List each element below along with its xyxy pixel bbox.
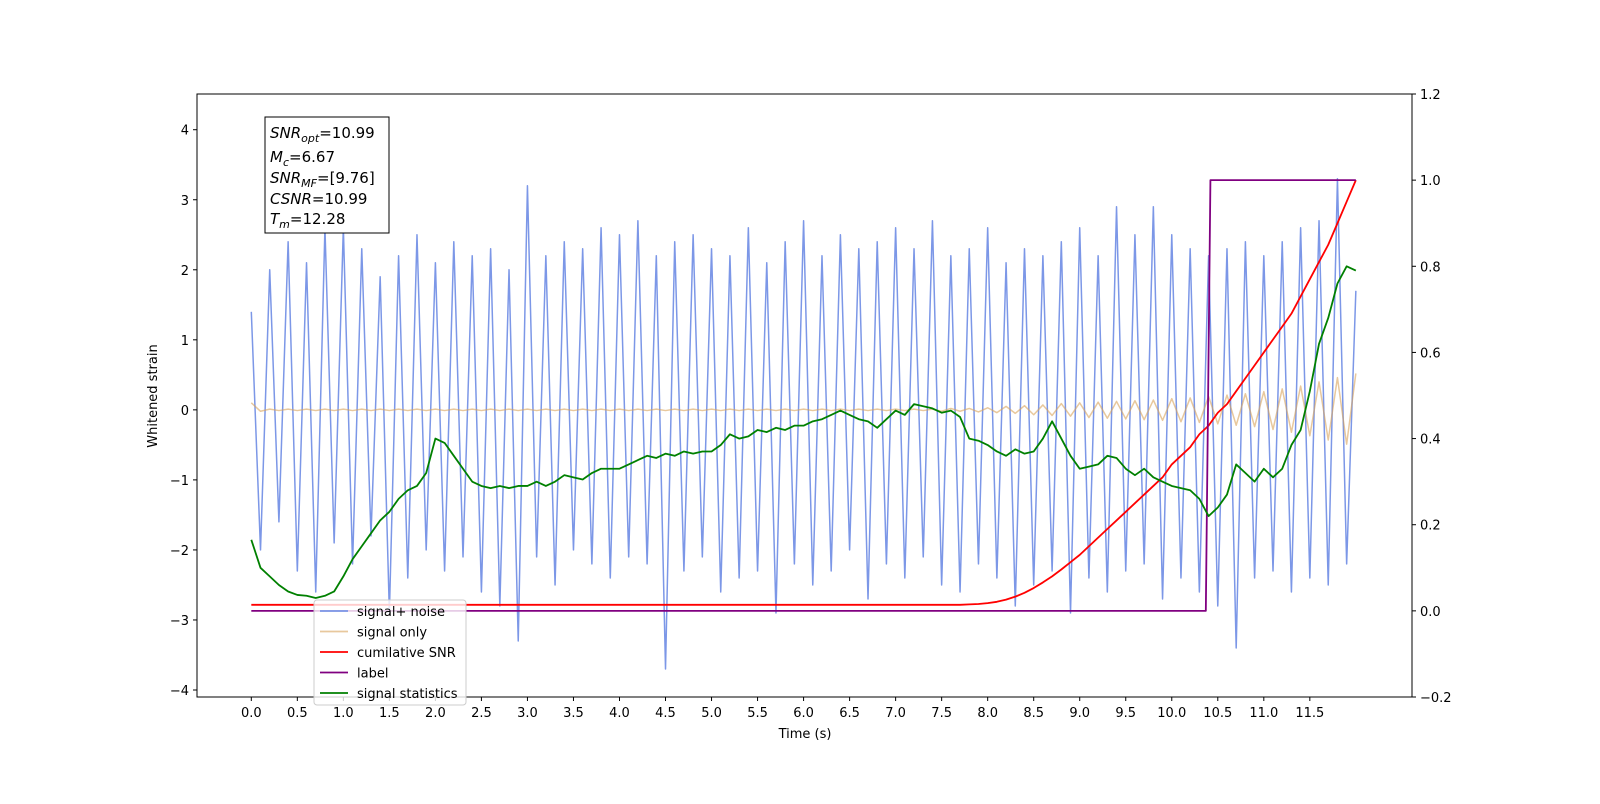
annotation-text: =10.99	[312, 190, 368, 208]
annotation-box	[264, 116, 390, 234]
x-tick-label: 7.5	[931, 706, 952, 721]
x-tick-label: 0.5	[287, 706, 308, 721]
x-tick-label: 5.0	[701, 706, 722, 721]
y2-tick-label: 0.4	[1420, 433, 1441, 448]
legend-label: signal only	[357, 626, 427, 641]
y2-tick-label: 1.0	[1420, 174, 1441, 189]
x-tick-label: 6.0	[793, 706, 814, 721]
y-tick-label: −4	[170, 684, 189, 699]
annotation-text: =[9.76]	[317, 169, 375, 187]
x-tick-label: 8.5	[1023, 706, 1044, 721]
legend-box	[313, 599, 467, 706]
x-tick-label: 8.0	[977, 706, 998, 721]
annotation-line: Mc=6.67	[270, 148, 335, 169]
x-tick-label: 4.5	[655, 706, 676, 721]
legend-label: cumilative SNR	[357, 646, 456, 661]
x-tick-label: 3.5	[563, 706, 584, 721]
y2-tick-label: 0.8	[1420, 260, 1441, 275]
annotation-sub: c	[283, 156, 289, 169]
x-tick-label: 6.5	[839, 706, 860, 721]
y-tick-label: −1	[170, 474, 189, 489]
annotation-sub: opt	[301, 132, 320, 145]
x-tick-label: 11.0	[1249, 706, 1278, 721]
x-tick-label: 2.0	[425, 706, 446, 721]
series-line	[250, 265, 1357, 599]
y2-tick-label: −0.2	[1420, 691, 1452, 706]
y2-tick-label: 0.6	[1420, 346, 1441, 361]
series-line	[250, 177, 1357, 670]
annotation-text: =12.28	[290, 210, 346, 228]
y-tick-label: 2	[181, 264, 189, 279]
annotation-base: CSNR	[270, 190, 312, 208]
annotation-text: =6.67	[289, 148, 335, 166]
x-tick-label: 10.0	[1157, 706, 1186, 721]
legend-label: signal statistics	[357, 687, 458, 702]
annotation-line: SNRMF=[9.76]	[270, 169, 375, 190]
annotation-sub: MF	[301, 177, 317, 190]
x-tick-label: 0.0	[241, 706, 262, 721]
y2-tick-label: 0.2	[1420, 519, 1441, 534]
annotation-base: SNR	[270, 124, 301, 142]
x-tick-label: 7.0	[885, 706, 906, 721]
y-axis-label: Whitened strain	[146, 344, 161, 447]
plot-frame	[196, 93, 1413, 698]
y2-tick-label: 0.0	[1420, 605, 1441, 620]
annotation-base: T	[270, 210, 281, 228]
annotation-line: SNRopt=10.99	[270, 124, 375, 145]
x-tick-label: 10.5	[1203, 706, 1232, 721]
annotation-line: Tm=12.28	[270, 210, 345, 231]
annotation-sub: m	[279, 218, 290, 231]
annotation-base: SNR	[270, 169, 301, 187]
y-tick-label: 1	[181, 334, 189, 349]
x-tick-label: 9.5	[1115, 706, 1136, 721]
annotation-text: =10.99	[319, 124, 375, 142]
x-tick-label: 3.0	[517, 706, 538, 721]
y-tick-label: 0	[181, 404, 189, 419]
x-tick-label: 2.5	[471, 706, 492, 721]
annotation-line: CSNR=10.99	[270, 190, 367, 208]
x-tick-label: 5.5	[747, 706, 768, 721]
series-line	[250, 373, 1357, 445]
annotation-base: M	[270, 148, 283, 166]
y-tick-label: −2	[170, 544, 189, 559]
legend-label: label	[357, 667, 388, 682]
x-tick-label: 1.0	[333, 706, 354, 721]
x-tick-label: 11.5	[1295, 706, 1324, 721]
y-tick-label: 4	[181, 124, 189, 139]
y2-tick-label: 1.2	[1420, 88, 1441, 103]
x-tick-label: 1.5	[379, 706, 400, 721]
x-tick-label: 9.0	[1069, 706, 1090, 721]
legend-label: signal+ noise	[357, 605, 445, 620]
y-tick-label: −3	[170, 614, 189, 629]
x-axis-label: Time (s)	[778, 727, 832, 742]
x-tick-label: 4.0	[609, 706, 630, 721]
series-line	[251, 179, 1356, 612]
y-tick-label: 3	[181, 194, 189, 209]
